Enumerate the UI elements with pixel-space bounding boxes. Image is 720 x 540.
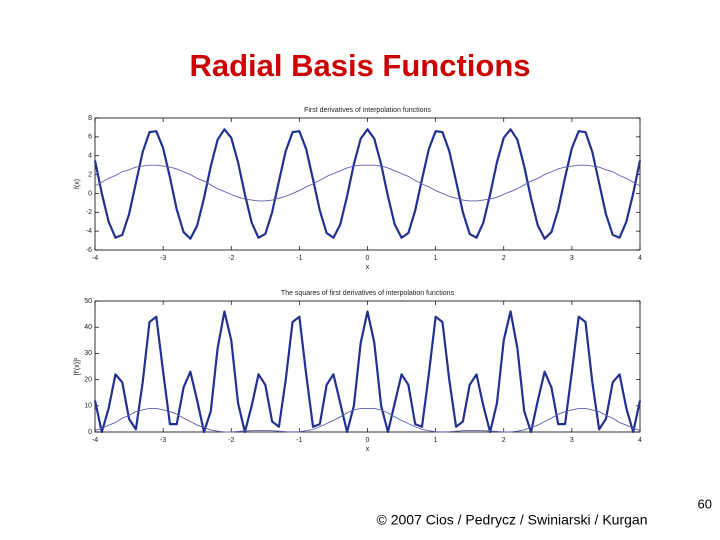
y-tick-label: 8 — [88, 115, 92, 122]
x-tick-label: -3 — [160, 255, 166, 262]
page-number: 60 — [698, 496, 712, 511]
x-tick-label: 2 — [502, 437, 506, 444]
y-tick-label: 2 — [88, 171, 92, 178]
y-tick-label: 0 — [88, 429, 92, 436]
data-line — [94, 407, 641, 433]
x-axis-label: x — [366, 446, 370, 453]
plot-frame — [94, 300, 641, 433]
x-tick-label: 1 — [434, 255, 438, 262]
data-line — [94, 164, 641, 202]
x-tick-label: -1 — [296, 255, 302, 262]
y-axis-label: f(x) — [74, 179, 81, 189]
slide-title: Radial Basis Functions — [189, 48, 530, 83]
y-tick-label: 50 — [84, 298, 92, 305]
chart-title: The squares of first derivatives of inte… — [281, 290, 455, 297]
x-tick-label: -2 — [228, 437, 234, 444]
x-tick-label: 2 — [502, 255, 506, 262]
x-tick-label: 3 — [570, 255, 574, 262]
x-tick-label: -4 — [92, 437, 98, 444]
x-tick-label: -4 — [92, 255, 98, 262]
y-tick-label: 4 — [88, 153, 92, 160]
y-tick-label: 6 — [88, 134, 92, 141]
y-tick-label: 0 — [88, 190, 92, 197]
x-axis-label: x — [366, 264, 370, 271]
y-tick-label: 20 — [84, 376, 92, 383]
y-tick-label: -2 — [86, 209, 92, 216]
data-line — [93, 128, 642, 240]
y-axis-label: [f'(x)]² — [74, 357, 81, 375]
chart-title: First derivatives of interpolation funct… — [304, 107, 431, 114]
x-tick-label: 3 — [570, 437, 574, 444]
x-tick-label: -3 — [160, 437, 166, 444]
x-tick-label: 4 — [638, 437, 642, 444]
y-tick-label: 30 — [84, 350, 92, 357]
y-tick-label: 10 — [84, 403, 92, 410]
x-tick-label: 4 — [638, 255, 642, 262]
x-tick-label: 0 — [366, 255, 370, 262]
footer: © 2007 Cios / Pedrycz / Swiniarski / Kur… — [377, 512, 648, 528]
plot-frame — [94, 117, 641, 251]
y-tick-label: -6 — [86, 247, 92, 254]
x-tick-label: 1 — [434, 437, 438, 444]
x-tick-label: 0 — [366, 437, 370, 444]
data-line — [93, 310, 642, 434]
x-tick-label: -2 — [228, 255, 234, 262]
y-tick-label: 40 — [84, 324, 92, 331]
x-tick-label: -1 — [296, 437, 302, 444]
y-tick-label: -4 — [86, 228, 92, 235]
